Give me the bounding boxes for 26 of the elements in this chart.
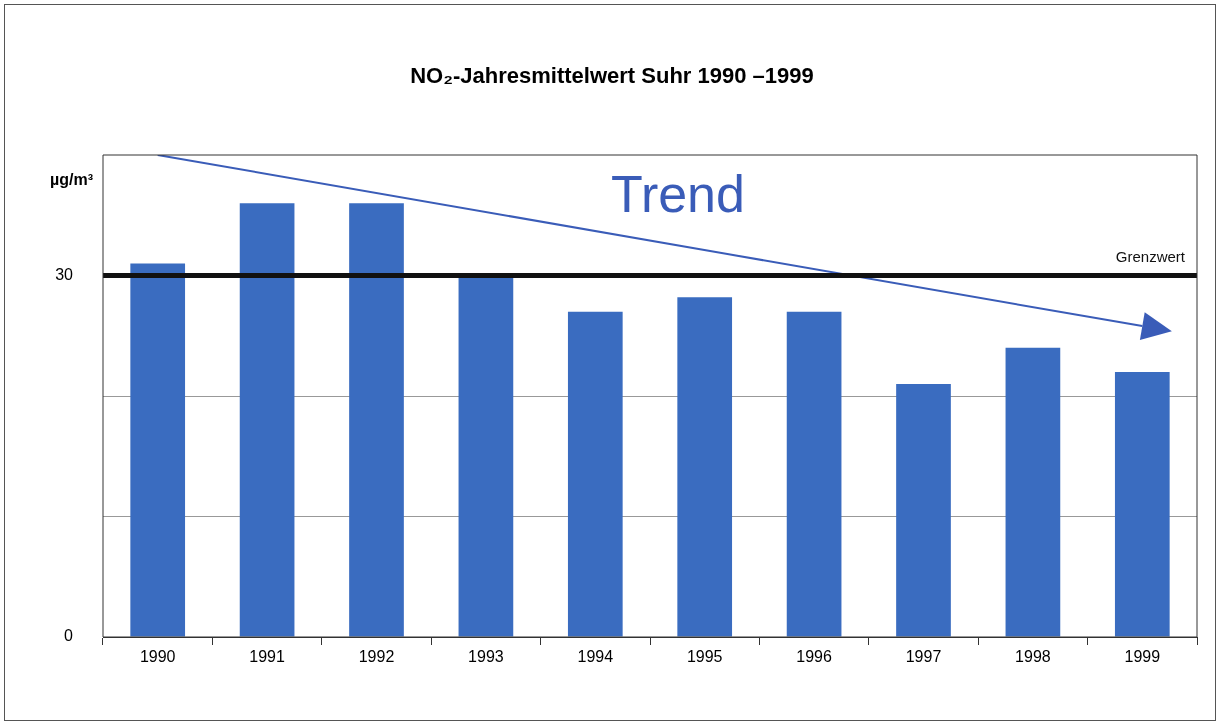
chart-title: NO₂-Jahresmittelwert Suhr 1990 –1999 <box>410 63 814 89</box>
x-tick-label: 1991 <box>249 648 285 666</box>
bar <box>458 275 514 637</box>
y-tick-label: 0 <box>64 627 74 645</box>
bar <box>567 311 623 637</box>
y-axis-title: µg/m³ <box>50 171 93 189</box>
bar <box>786 311 842 637</box>
x-tick-label: 1997 <box>905 648 942 666</box>
annotation: Trend <box>611 165 745 224</box>
x-tick-label: 1993 <box>468 648 504 666</box>
x-tick-label: 1990 <box>139 648 176 666</box>
ref-line-label: Grenzwert <box>1115 248 1186 266</box>
x-tick-label: 1998 <box>1015 648 1051 666</box>
x-tick-label: 1996 <box>796 648 832 666</box>
bar <box>1005 347 1061 637</box>
x-tick-label: 1995 <box>686 648 723 666</box>
bar <box>1114 371 1170 637</box>
bar <box>349 203 404 637</box>
bar <box>130 263 186 637</box>
x-tick-label: 1999 <box>1124 648 1161 666</box>
bar <box>239 203 295 637</box>
bar <box>896 383 951 637</box>
bar <box>677 297 733 637</box>
x-tick-label: 1994 <box>577 648 614 666</box>
y-tick-label: 30 <box>55 265 74 283</box>
x-tick-label: 1992 <box>358 648 395 666</box>
